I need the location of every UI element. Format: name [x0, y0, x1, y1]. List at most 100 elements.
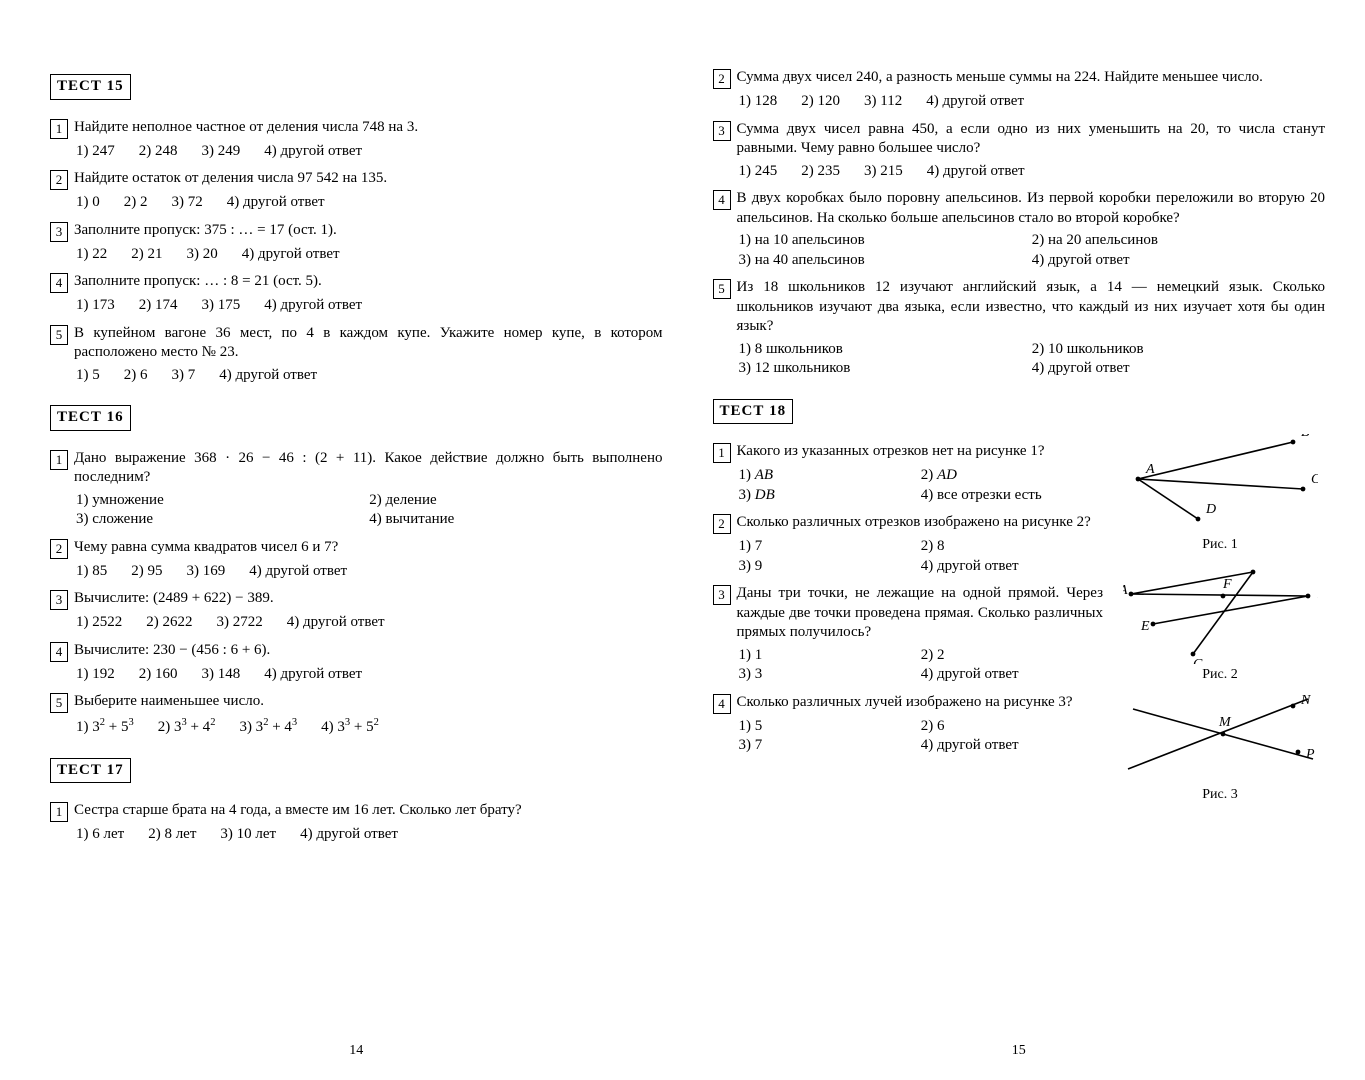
question-number: 1: [50, 802, 68, 822]
option: 2) 160: [139, 665, 178, 685]
option: 3) 72: [172, 193, 203, 213]
option: 1) 128: [739, 92, 778, 112]
option: 2) 2: [124, 193, 148, 213]
test-header: ТЕСТ 16: [50, 405, 131, 431]
question: 5Выберите наименьшее число.: [50, 692, 663, 713]
question-number: 2: [50, 170, 68, 190]
question-number: 2: [713, 514, 731, 534]
question-text: Даны три точки, не лежащие на одной прям…: [737, 584, 1104, 643]
option: 1) 22: [76, 245, 107, 265]
question-number: 4: [713, 694, 731, 714]
question: 4Заполните пропуск: … : 8 = 21 (ост. 5).: [50, 272, 663, 293]
question-number: 2: [713, 69, 731, 89]
question: 1 Найдите неполное частное от деления чис…: [50, 118, 663, 139]
figure-svg: ABCDEF: [1123, 564, 1318, 664]
options: 1) 2452) 2353) 2154) другой ответ: [739, 162, 1326, 182]
option: 3) сложение: [76, 510, 369, 530]
question: 3Вычислите: (2489 + 622) − 389.: [50, 589, 663, 610]
option: 3) 7: [739, 736, 921, 756]
question-number: 4: [713, 190, 731, 210]
question: 1Сестра старше брата на 4 года, а вместе…: [50, 801, 663, 822]
options: 1) AB2) AD3) DB4) все отрезки есть: [739, 466, 1104, 505]
question-number: 3: [713, 121, 731, 141]
page-number-left: 14: [50, 1032, 663, 1060]
option: 1) 247: [76, 142, 115, 162]
test-header-18: ТЕСТ 18: [713, 399, 794, 425]
option: 4) другой ответ: [1032, 251, 1325, 271]
option: 4) другой ответ: [227, 193, 325, 213]
options: 1) 6 лет2) 8 лет3) 10 лет4) другой ответ: [76, 825, 663, 845]
option: 4) вычитание: [369, 510, 662, 530]
option: 3) 7: [172, 366, 196, 386]
left-page: ТЕСТ 15 1 Найдите неполное частное от деле…: [50, 60, 663, 1060]
option: 4) другой ответ: [264, 142, 362, 162]
option: 1) 173: [76, 296, 115, 316]
option: 3) 12 школьников: [739, 359, 1032, 379]
option: 4) другой ответ: [287, 613, 385, 633]
question-number: 5: [713, 279, 731, 299]
options: 1) 02) 23) 724) другой ответ: [76, 193, 663, 213]
options: 1) на 10 апельсинов2) на 20 апельсинов3)…: [739, 231, 1326, 270]
option: 2) 33 + 42: [158, 716, 216, 738]
options: 1) 8 школьников2) 10 школьников3) 12 шко…: [739, 340, 1326, 379]
question-text: Найдите неполное частное от деления числ…: [74, 118, 663, 138]
options: 1) 128 2) 120 3) 112 4) другой ответ: [739, 92, 1326, 112]
options: 1) 32 + 53 2) 33 + 42 3) 32 + 43 4) 33 + 52: [76, 716, 663, 738]
test-header: ТЕСТ 17: [50, 758, 131, 784]
option: 4) другой ответ: [300, 825, 398, 845]
question: 1Какого из указанных отрезков нет на рис…: [713, 442, 1104, 463]
question-number: 3: [50, 590, 68, 610]
question-number: 1: [50, 119, 68, 139]
question-text: Чему равна сумма квадратов чисел 6 и 7?: [74, 538, 663, 558]
option: 3) 3: [739, 665, 921, 685]
option: 1) 245: [739, 162, 778, 182]
option: 1) 85: [76, 562, 107, 582]
option: 1) 7: [739, 537, 921, 557]
question: 1Дано выражение 368 · 26 − 46 : (2 + 11)…: [50, 449, 663, 488]
question: 2 Сколько различных отрезков изображено н…: [713, 513, 1104, 534]
test-header: ТЕСТ 15: [50, 74, 131, 100]
option: 4) 33 + 52: [321, 716, 379, 738]
question-text: Сколько различных отрезков изображено на…: [737, 513, 1104, 533]
options: 1) 52) 63) 74) другой ответ: [76, 366, 663, 386]
question-number: 5: [50, 693, 68, 713]
svg-text:N: N: [1300, 694, 1311, 708]
option: 3) 112: [864, 92, 902, 112]
figure-caption: Рис. 3: [1202, 786, 1238, 804]
option: 2) 2622: [146, 613, 192, 633]
question-number: 3: [713, 585, 731, 605]
svg-text:D: D: [1205, 502, 1216, 517]
option: 1) 2522: [76, 613, 122, 633]
option: 1) 6 лет: [76, 825, 124, 845]
question: 2 Чему равна сумма квадратов чисел 6 и 7?: [50, 538, 663, 559]
question-text: Заполните пропуск: 375 : … = 17 (ост. 1)…: [74, 221, 663, 241]
option: 2) 21: [131, 245, 162, 265]
figure-caption: Рис. 1: [1202, 536, 1238, 554]
question: 2Сумма двух чисел 240, а разность меньше…: [713, 68, 1326, 89]
option: 3) 2722: [217, 613, 263, 633]
test18-body: 1Какого из указанных отрезков нет на рис…: [713, 434, 1326, 815]
option: 1) 32 + 53: [76, 716, 134, 738]
question-number: 2: [50, 539, 68, 559]
option: 3) 249: [202, 142, 241, 162]
option: 3) 215: [864, 162, 903, 182]
question-text: Заполните пропуск: … : 8 = 21 (ост. 5).: [74, 272, 663, 292]
svg-text:E: E: [1140, 619, 1150, 634]
option: 4) другой ответ: [219, 366, 317, 386]
question-text: Вычислите: 230 − (456 : 6 + 6).: [74, 641, 663, 661]
option: 2) 95: [131, 562, 162, 582]
option: 4) другой ответ: [1032, 359, 1325, 379]
question: 3 Даны три точки, не лежащие на одной пря…: [713, 584, 1104, 643]
question-text: Сумма двух чисел равна 450, а если одно …: [737, 120, 1326, 159]
question-text: Найдите остаток от деления числа 97 542 …: [74, 169, 663, 189]
option: 4) другой ответ: [926, 92, 1024, 112]
options: 1) 1732) 1743) 1754) другой ответ: [76, 296, 663, 316]
option: 1) AB: [739, 466, 921, 486]
option: 3) 32 + 43: [239, 716, 297, 738]
options: 1) 52) 63) 74) другой ответ: [739, 717, 1104, 756]
option: 2) 120: [801, 92, 840, 112]
options: 1) 852) 953) 1694) другой ответ: [76, 562, 663, 582]
option: 1) на 10 апельсинов: [739, 231, 1032, 251]
option: 4) другой ответ: [242, 245, 340, 265]
question-number: 1: [713, 443, 731, 463]
